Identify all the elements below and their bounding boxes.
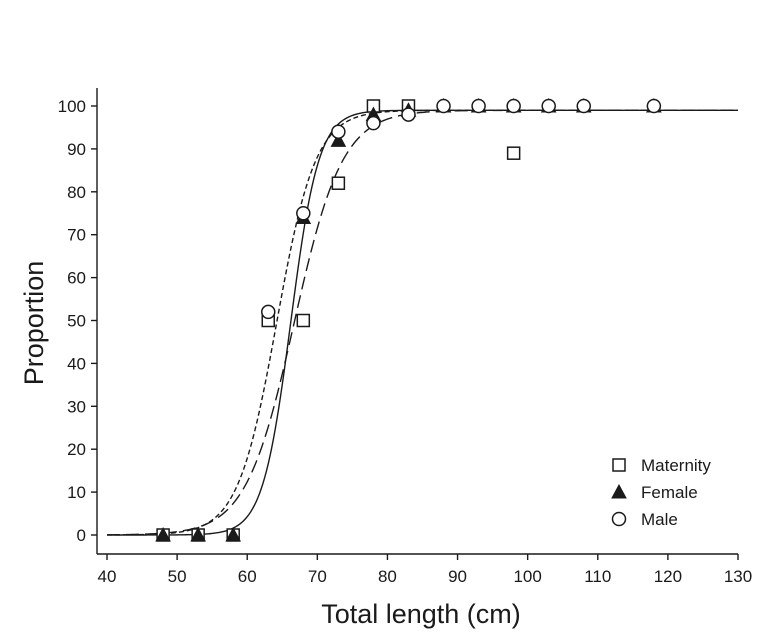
x-tick-label: 130 — [724, 567, 752, 586]
data-point-male — [261, 304, 276, 320]
data-point-male — [576, 98, 592, 114]
data-point-male — [436, 98, 451, 114]
data-point-male — [366, 115, 381, 131]
y-tick-label: 40 — [67, 354, 86, 373]
y-axis-title: Proportion — [19, 261, 49, 386]
x-tick-label: 110 — [584, 567, 611, 586]
x-tick-label: 60 — [238, 567, 257, 586]
x-tick-label: 80 — [378, 567, 397, 586]
y-tick-label: 0 — [77, 526, 86, 545]
data-point-female — [190, 526, 206, 542]
fit-curves — [106, 109, 738, 536]
y-tick-label: 90 — [67, 140, 86, 159]
data-point-female — [330, 132, 347, 147]
legend-label-female: Female — [641, 483, 698, 502]
data-point-female — [155, 526, 171, 542]
data-point-male — [331, 124, 346, 139]
data-point-female — [225, 526, 242, 542]
data-point-male — [296, 206, 311, 221]
legend-label-male: Male — [641, 510, 678, 529]
data-point-male — [401, 107, 416, 122]
data-markers — [155, 97, 662, 542]
y-tick-label: 100 — [58, 97, 86, 116]
y-tick-label: 60 — [67, 269, 86, 288]
legend-label-maternity: Maternity — [641, 456, 711, 475]
legend-marker-maternity — [612, 458, 626, 472]
x-tick-label: 70 — [308, 567, 327, 586]
y-tick-label: 50 — [67, 312, 86, 331]
data-point-maternity — [331, 176, 346, 190]
y-tick-label: 20 — [67, 440, 86, 459]
y-tick-label: 70 — [67, 226, 86, 245]
data-point-maternity — [506, 146, 521, 160]
axes: 40 50 60 70 80 90 100 110 120 130 0 10 20 30 40 50 60 70 8… — [58, 88, 752, 586]
y-tick-label: 10 — [67, 483, 86, 502]
y-tick-label: 80 — [67, 183, 86, 202]
data-point-male — [506, 98, 521, 114]
legend: Maternity Female Male — [611, 456, 711, 529]
legend-marker-male — [611, 511, 627, 527]
x-tick-label: 40 — [98, 567, 117, 586]
x-tick-label: 50 — [168, 567, 187, 586]
y-tick-label: 30 — [67, 397, 86, 416]
x-tick-label: 100 — [513, 567, 541, 586]
x-tick-label: 90 — [448, 567, 467, 586]
data-point-male — [646, 98, 662, 114]
data-point-maternity — [296, 313, 311, 328]
data-point-male — [541, 98, 556, 114]
fit-curve-male — [106, 109, 738, 536]
legend-marker-female — [611, 483, 627, 499]
x-tick-label: 120 — [654, 567, 682, 586]
x-axis-title: Total length (cm) — [321, 599, 521, 629]
data-point-male — [471, 98, 486, 114]
